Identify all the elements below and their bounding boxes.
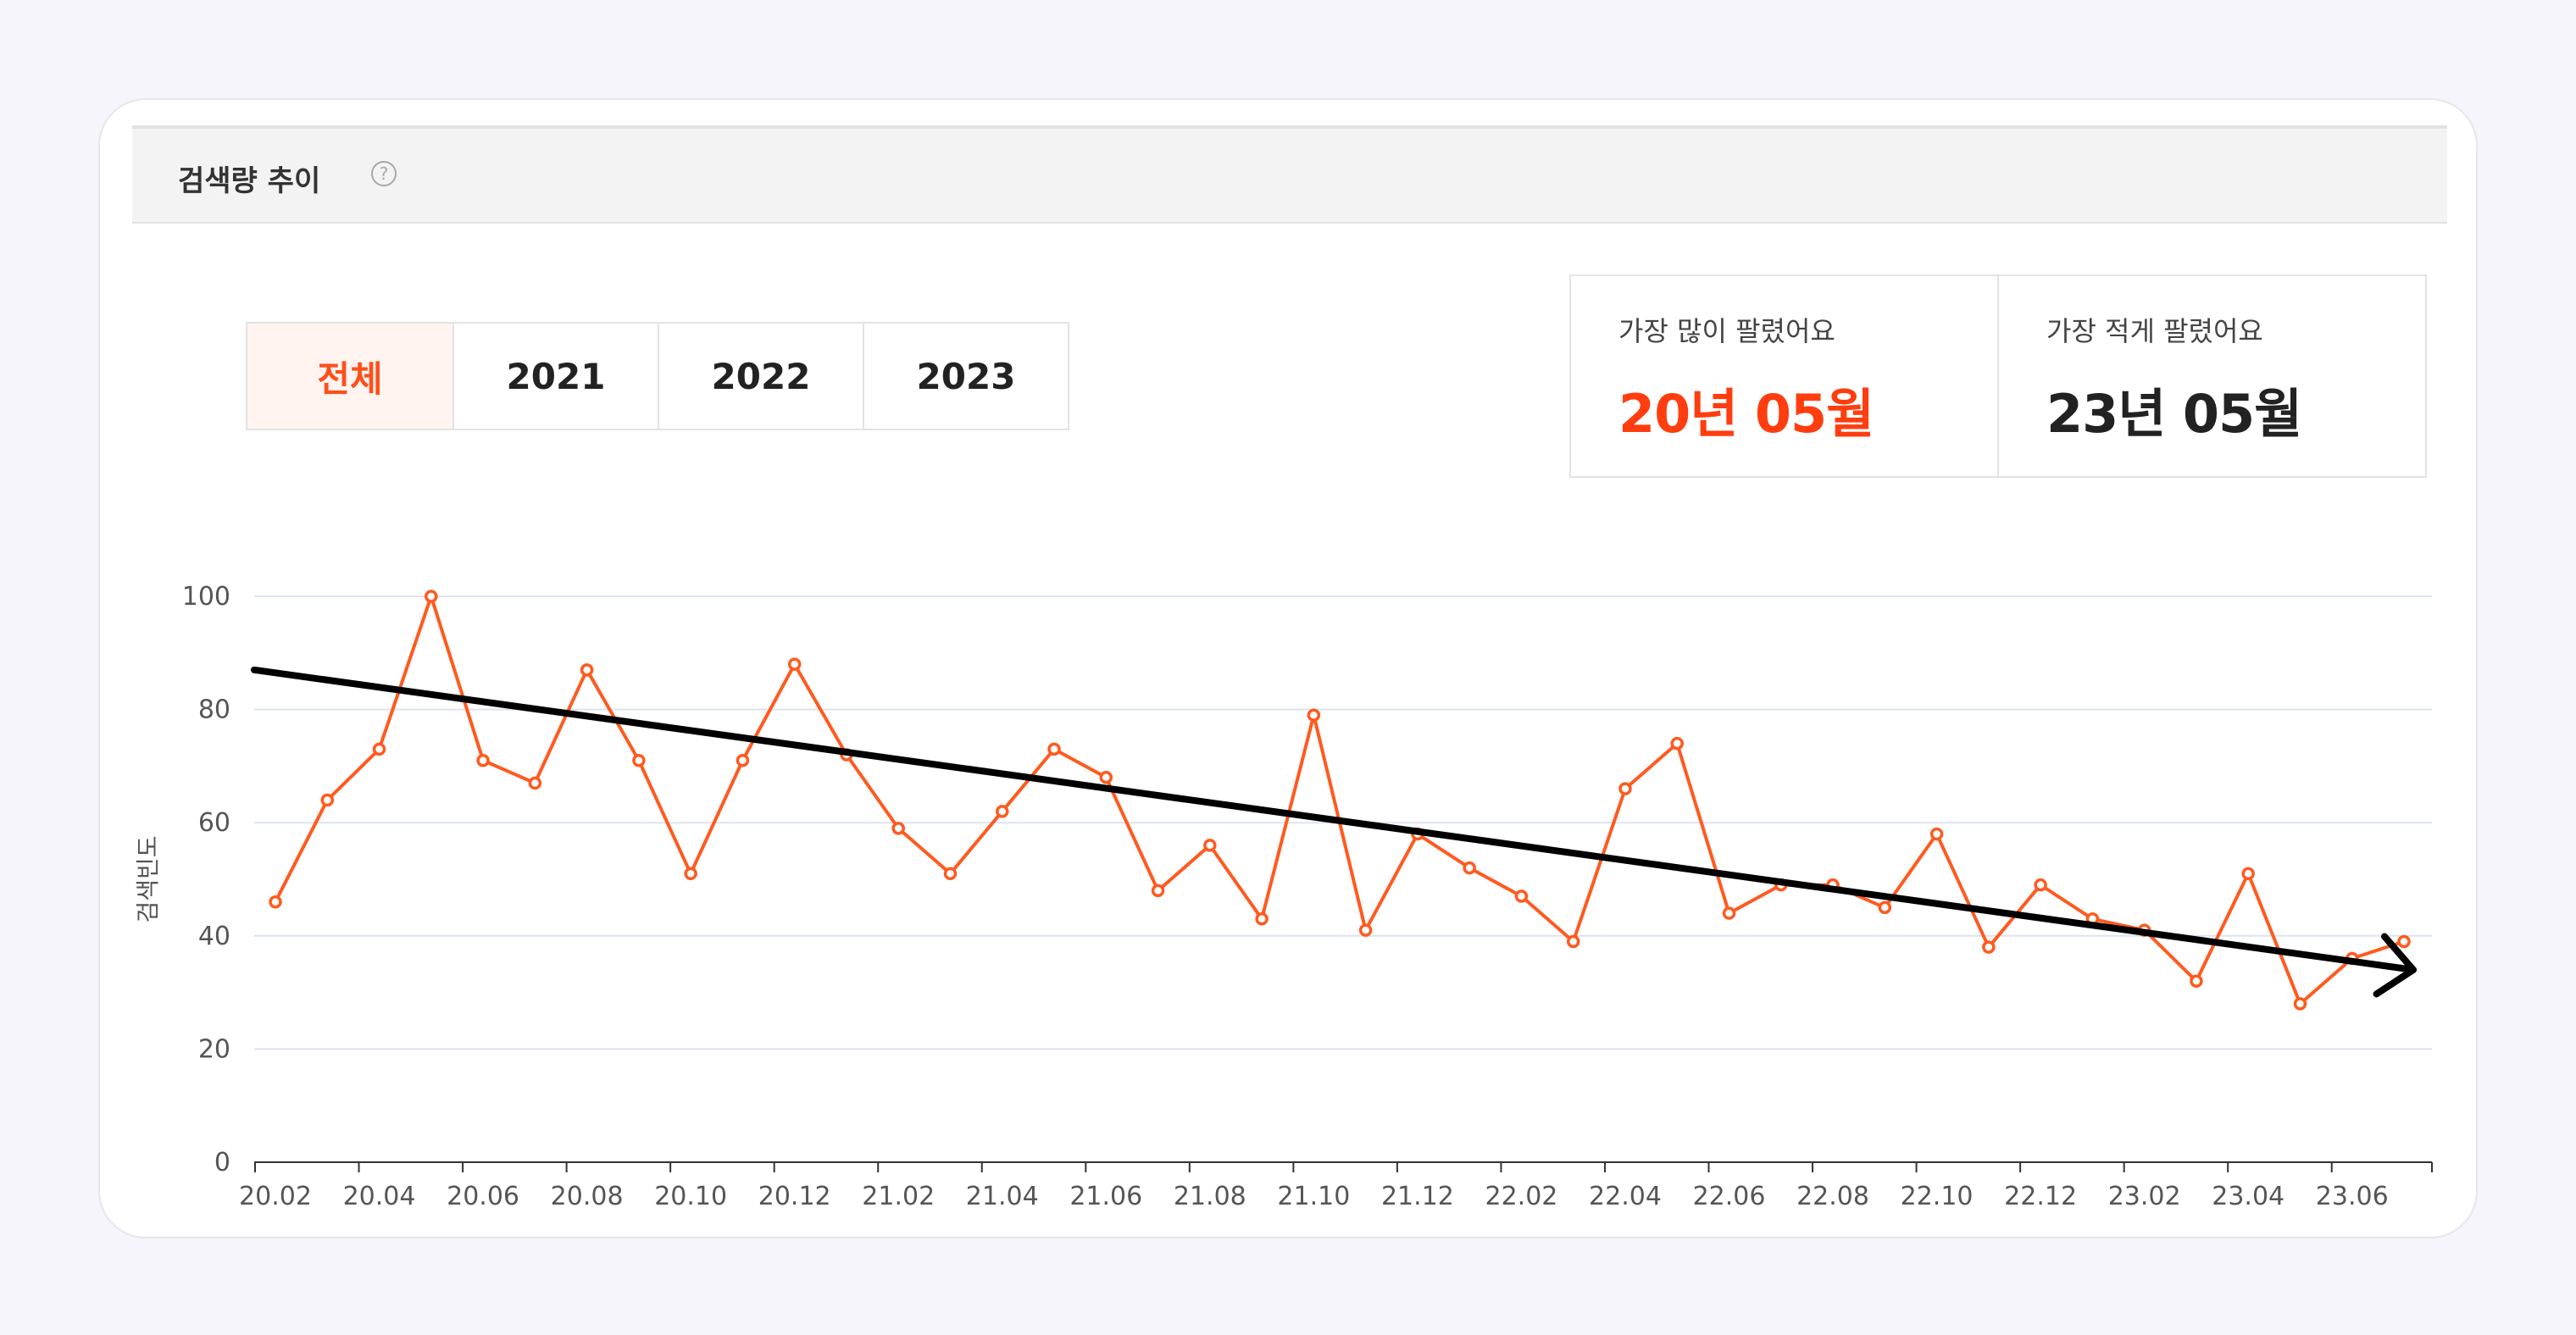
x-tick-label: 21.04 [966, 1182, 1039, 1211]
period-tabs: 전체 2021 2022 2023 [246, 322, 1069, 430]
trend-arrow-head [2373, 933, 2417, 998]
data-point [476, 753, 490, 767]
data-point [320, 793, 335, 807]
data-point [372, 742, 386, 756]
x-tick-label: 20.08 [551, 1182, 624, 1211]
tab-2023[interactable]: 2023 [863, 324, 1068, 429]
x-tick-label: 20.10 [654, 1182, 727, 1211]
data-point [2034, 878, 2047, 892]
data-point [2293, 997, 2307, 1011]
tab-all[interactable]: 전체 [247, 324, 452, 429]
data-point [787, 657, 802, 671]
x-tick-label: 23.04 [2212, 1182, 2285, 1211]
x-tick-label: 20.02 [239, 1182, 312, 1211]
y-tick-label: 60 [198, 808, 230, 838]
data-point [736, 753, 750, 767]
data-point [2241, 867, 2255, 881]
data-point [1203, 839, 1217, 852]
x-tick-label: 23.06 [2316, 1182, 2389, 1211]
panel-header: 검색량 추이 ? [132, 125, 2447, 224]
x-tick-label: 22.04 [1589, 1182, 1662, 1211]
data-point [943, 867, 958, 881]
data-point [1047, 742, 1061, 756]
x-tick-label: 21.06 [1069, 1182, 1142, 1211]
x-tick-label: 20.04 [343, 1182, 416, 1211]
y-tick-label: 80 [198, 695, 230, 725]
data-point [1566, 934, 1580, 949]
y-tick-label: 100 [182, 582, 230, 612]
data-point [528, 776, 542, 790]
x-tick-label: 20.06 [447, 1182, 519, 1211]
x-tick-label: 20.12 [758, 1182, 831, 1211]
data-point [269, 895, 282, 909]
x-tick-label: 22.10 [1901, 1182, 1974, 1211]
y-tick-label: 40 [198, 922, 230, 951]
data-point [425, 590, 438, 603]
stat-most-label: 가장 많이 팔렸어요 [1618, 315, 1835, 347]
data-point [2190, 974, 2203, 988]
x-tick-label: 22.06 [1693, 1182, 1766, 1211]
data-point [580, 663, 594, 677]
data-point [1982, 940, 1996, 954]
data-point [1099, 771, 1113, 784]
data-point [1670, 736, 1684, 751]
stats-box: 가장 많이 팔렸어요 20년 05월 가장 적게 팔렸어요 23년 05월 [1569, 274, 2427, 478]
question-circle-icon[interactable]: ? [371, 161, 397, 186]
data-point [1618, 782, 1632, 795]
data-point [996, 805, 1009, 818]
tab-2021[interactable]: 2021 [452, 324, 658, 429]
data-point [2397, 934, 2411, 949]
y-tick-label: 0 [214, 1148, 230, 1177]
x-tick-label: 22.12 [2004, 1182, 2077, 1211]
data-point [1151, 884, 1165, 898]
data-point [1255, 912, 1269, 926]
x-tick-label: 21.02 [862, 1182, 935, 1211]
data-point [1358, 923, 1373, 937]
y-tick-label: 20 [198, 1034, 230, 1064]
series-line [274, 595, 2405, 1005]
x-tick-label: 23.02 [2108, 1182, 2181, 1211]
x-tick-label: 21.12 [1381, 1182, 1454, 1211]
tab-2022[interactable]: 2022 [658, 324, 863, 429]
data-point [1307, 708, 1321, 723]
search-trend-card: 검색량 추이 ? 전체 2021 2022 2023 가장 많이 팔렸어요 20… [98, 98, 2478, 1238]
x-tick-label: 21.08 [1174, 1182, 1246, 1211]
trend-arrow-line [251, 666, 2417, 973]
data-point [632, 753, 646, 767]
stat-most-value: 20년 05월 [1618, 383, 1874, 445]
search-volume-chart: 0 20 40 60 80 100 20.02 20.04 20.06 20.08 20.10 20.… [134, 582, 2433, 1211]
data-point [1463, 861, 1476, 875]
x-tick-label: 21.10 [1277, 1182, 1350, 1211]
stat-least-sold: 가장 적게 팔렸어요 23년 05월 [1997, 276, 2425, 476]
data-point [684, 867, 697, 881]
data-point [1722, 906, 1736, 920]
x-tick-label: 22.02 [1485, 1182, 1557, 1211]
x-tick-label: 22.08 [1796, 1182, 1869, 1211]
stat-most-sold: 가장 많이 팔렸어요 20년 05월 [1571, 276, 1997, 476]
y-axis-label: 검색빈도 [134, 835, 162, 922]
panel-title: 검색량 추이 [178, 164, 321, 198]
stat-least-label: 가장 적게 팔렸어요 [2046, 315, 2263, 347]
stat-least-value: 23년 05월 [2046, 383, 2302, 445]
data-point [1929, 827, 1944, 841]
data-point [1878, 900, 1892, 915]
data-point [891, 822, 905, 835]
data-point [1514, 889, 1529, 903]
